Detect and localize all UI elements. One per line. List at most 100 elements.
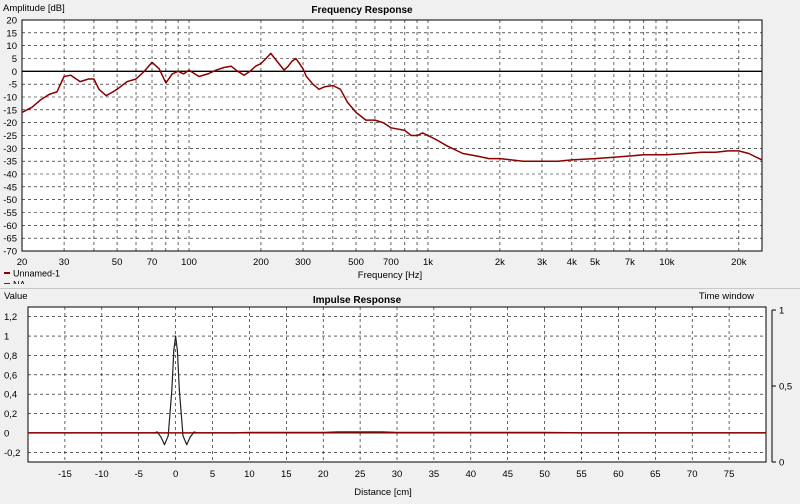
y-tick-label: 0,6 bbox=[4, 370, 17, 381]
series-point bbox=[260, 63, 262, 65]
y-tick-label: -50 bbox=[3, 195, 17, 206]
series-point bbox=[685, 152, 687, 155]
series-point bbox=[189, 436, 191, 438]
series-point bbox=[285, 431, 287, 434]
legend[interactable]: Unnamed-1NA bbox=[4, 269, 60, 285]
x-tick-label: 50 bbox=[539, 469, 550, 480]
series-point bbox=[249, 70, 251, 72]
x-tick-labels: -15 -10 -5 0 5 10 15 20 25 30 35 40 45 50 55 60 65 70 75 bbox=[58, 469, 734, 480]
x-tick-label: 20 bbox=[318, 469, 329, 480]
series-point bbox=[31, 106, 33, 108]
series-point bbox=[98, 88, 100, 90]
y-tick-label: -70 bbox=[3, 247, 17, 258]
y-tick-label: -45 bbox=[3, 182, 17, 193]
plot-frame bbox=[21, 19, 763, 252]
series-point bbox=[93, 78, 95, 80]
x-axis-label: Distance [cm] bbox=[354, 487, 412, 498]
series-point bbox=[151, 61, 153, 63]
y-tick-label: -60 bbox=[3, 221, 17, 232]
series-point bbox=[359, 431, 361, 433]
series-point bbox=[541, 160, 543, 162]
y-tick-label: -40 bbox=[3, 170, 17, 181]
series-point bbox=[63, 75, 65, 78]
series-point bbox=[594, 158, 596, 160]
series-point bbox=[738, 150, 740, 152]
right-axis: 10,50 bbox=[771, 306, 792, 469]
x-tick-label: 30 bbox=[392, 469, 403, 480]
series-point bbox=[171, 73, 173, 75]
x-tick-label: 70 bbox=[687, 469, 698, 480]
series-point bbox=[488, 158, 490, 160]
x-tick-label: 7k bbox=[625, 257, 635, 268]
y-tick-label: -15 bbox=[3, 105, 17, 116]
series-point bbox=[437, 140, 439, 142]
series-point bbox=[298, 63, 301, 65]
series-point bbox=[175, 432, 177, 434]
frequency-response-chart[interactable]: 20151050-5-10-15-20-25-30-35-40-45-50-55… bbox=[0, 0, 800, 284]
x-tick-label: 30 bbox=[59, 257, 70, 268]
series-point bbox=[234, 432, 236, 434]
impulse-response-chart[interactable]: 1,210,80,60,40,20-0,2-15 -10 -5 0 5 10 15 20 25 3… bbox=[0, 288, 800, 504]
x-tick-label: 1k bbox=[423, 257, 433, 268]
series-point bbox=[476, 155, 478, 157]
x-axis-label: Frequency [Hz] bbox=[358, 270, 422, 281]
y-tick-label: 0,4 bbox=[4, 390, 17, 401]
x-tick-label: 2k bbox=[495, 257, 505, 268]
series-point bbox=[416, 134, 418, 137]
series-point bbox=[654, 432, 656, 434]
series-point bbox=[160, 436, 162, 438]
series-point bbox=[237, 70, 239, 72]
legend-entry-label: Unnamed-1 bbox=[13, 269, 60, 279]
series-line bbox=[28, 431, 766, 434]
series-point bbox=[761, 159, 763, 161]
series-point bbox=[215, 69, 217, 71]
series-point bbox=[40, 98, 42, 101]
y-tick-label: 5 bbox=[12, 54, 17, 65]
right-tick-label: 1 bbox=[779, 306, 784, 317]
y-tick-label: -20 bbox=[3, 118, 17, 129]
y-tick-label: 20 bbox=[6, 16, 17, 27]
x-tick-label: 0 bbox=[173, 469, 178, 480]
y-tick-label: -5 bbox=[9, 80, 17, 91]
series-point bbox=[177, 70, 179, 72]
series-point bbox=[287, 65, 289, 67]
series-point bbox=[112, 91, 114, 93]
y-tick-label: 15 bbox=[6, 28, 17, 39]
y-tick-labels: 1,2 1 0,8 0,6 0,4 0,2 0 -0,2 bbox=[4, 312, 20, 459]
y-tick-label: -35 bbox=[3, 157, 17, 168]
series-point bbox=[223, 66, 225, 69]
x-tick-label: 55 bbox=[576, 469, 587, 480]
y-tick-label: -25 bbox=[3, 131, 17, 142]
series-point bbox=[374, 119, 376, 121]
series-point bbox=[279, 64, 281, 66]
series-point bbox=[727, 150, 729, 152]
series-point bbox=[305, 75, 308, 78]
x-tick-label: 40 bbox=[466, 469, 477, 480]
series-point bbox=[322, 431, 324, 434]
series-point bbox=[446, 145, 448, 147]
y-tick-label: 10 bbox=[6, 41, 17, 52]
x-tick-label: 100 bbox=[181, 257, 197, 268]
series-point bbox=[178, 388, 180, 390]
series-point bbox=[499, 158, 501, 160]
x-tick-label: 20k bbox=[731, 257, 747, 268]
series-point bbox=[765, 432, 767, 434]
series-point bbox=[126, 81, 128, 83]
plot-area bbox=[28, 307, 766, 462]
series-point bbox=[138, 432, 140, 434]
series-point bbox=[248, 431, 250, 434]
series-point bbox=[422, 132, 424, 134]
x-tick-label: 70 bbox=[147, 257, 158, 268]
series-point bbox=[629, 155, 631, 157]
series-point bbox=[613, 156, 615, 158]
series-point bbox=[507, 431, 509, 434]
series-point bbox=[691, 432, 693, 434]
series-point bbox=[410, 134, 412, 137]
series-point bbox=[163, 443, 166, 446]
x-tick-label: -5 bbox=[134, 469, 142, 480]
chart-title: Frequency Response bbox=[311, 5, 413, 16]
series-point bbox=[295, 57, 297, 60]
y-tick-label: 0,2 bbox=[4, 409, 17, 420]
series-point bbox=[165, 82, 167, 84]
